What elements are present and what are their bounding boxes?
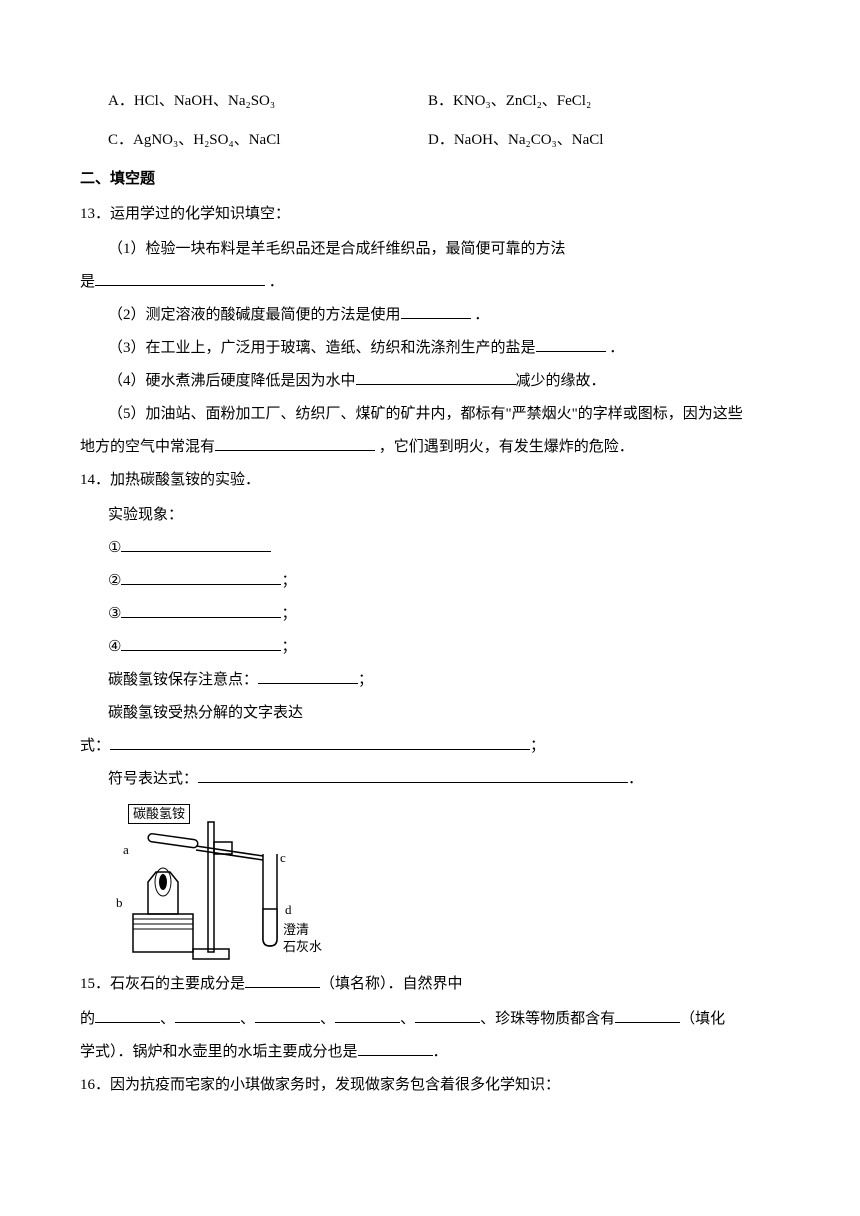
- blank[interactable]: [110, 732, 530, 750]
- blank[interactable]: [335, 1005, 400, 1023]
- q14-intro: 加热碳酸氢铵的实验．: [110, 472, 260, 488]
- blank[interactable]: [95, 268, 265, 286]
- blank[interactable]: [358, 1038, 433, 1056]
- question-15: 15．石灰石的主要成分是 （填名称）．自然界中: [80, 968, 780, 1001]
- q14-word-text: 式：: [80, 738, 110, 754]
- q14-phenom: 实验现象：: [108, 499, 780, 532]
- q14-symbol: 符号表达式： ．: [108, 763, 780, 796]
- q14-i3-num: ③: [108, 606, 121, 622]
- blank[interactable]: [401, 301, 471, 319]
- q15-num: 15．: [80, 976, 110, 992]
- q13-s3-end: ．: [606, 340, 625, 356]
- q13-s2-end: ．: [471, 307, 490, 323]
- blank[interactable]: [356, 367, 516, 385]
- q15-line3: 学式）．锅炉和水壶里的水垢主要成分也是 ．: [80, 1036, 780, 1069]
- q13-s3-pre: （3）在工业上，广泛用于玻璃、造纸、纺织和洗涤剂生产的盐是: [108, 340, 536, 356]
- q13-s4: （4）硬水煮沸后硬度降低是因为水中 减少的缘故．: [108, 365, 780, 398]
- q15-sep3: 、: [320, 1011, 335, 1027]
- option-a: A．HCl、NaOH、Na₂SO₃: [108, 85, 428, 118]
- q14-symbol-pre: 符号表达式：: [108, 771, 198, 787]
- q14-i2-num: ②: [108, 573, 121, 589]
- blank[interactable]: [95, 1005, 160, 1023]
- q13-s1-text: 是: [80, 274, 95, 290]
- blank[interactable]: [258, 666, 358, 684]
- q15-sep5: 、: [480, 1011, 495, 1027]
- q15-pre: 石灰石的主要成分是: [110, 976, 245, 992]
- q13-s4-pre: （4）硬水煮沸后硬度降低是因为水中: [108, 373, 356, 389]
- blank[interactable]: [175, 1005, 240, 1023]
- q13-s5-text: 地方的空气中常混有: [80, 439, 215, 455]
- q14-item3: ③；: [108, 598, 780, 631]
- q15-sep2: 、: [240, 1011, 255, 1027]
- diagram-label-c: c: [280, 844, 286, 873]
- diagram-r2: 石灰水: [283, 939, 322, 954]
- q14-note-pre: 碳酸氢铵保存注意点：: [108, 672, 258, 688]
- blank[interactable]: [215, 433, 375, 451]
- q14-item4: ④；: [108, 631, 780, 664]
- q15-l2-pre: 的: [80, 1011, 95, 1027]
- blank[interactable]: [121, 633, 281, 651]
- q14-word-end: ；: [530, 738, 545, 754]
- q13-s2: （2）测定溶液的酸碱度最简便的方法是使用 ．: [108, 299, 780, 332]
- q14-item1: ①: [108, 532, 780, 565]
- q16-num: 16．: [80, 1077, 110, 1093]
- q13-num: 13．: [80, 206, 110, 222]
- experiment-diagram: 碳酸氢铵 a b c d 澄清 石灰水: [108, 804, 328, 964]
- blank[interactable]: [121, 600, 281, 618]
- q13-intro: 运用学过的化学知识填空：: [110, 206, 290, 222]
- q14-word: 碳酸氢铵受热分解的文字表达: [108, 697, 780, 730]
- q15-line2: 的、、、、、珍珠等物质都含有（填化: [80, 1003, 780, 1036]
- q13-s1-end: ．: [265, 274, 284, 290]
- question-14: 14．加热碳酸氢铵的实验．: [80, 464, 780, 497]
- q13-s5-end: ，它们遇到明火，有发生爆炸的危险．: [375, 439, 634, 455]
- option-d: D．NaOH、Na₂CO₃、NaCl: [428, 124, 780, 157]
- q14-i4-num: ④: [108, 639, 121, 655]
- diagram-label-d: d: [285, 896, 292, 925]
- diagram-label-b: b: [116, 889, 123, 918]
- q15-sep4: 、: [400, 1011, 415, 1027]
- blank[interactable]: [415, 1005, 480, 1023]
- q15-mid2: 珍珠等物质都含有: [495, 1011, 615, 1027]
- q14-note: 碳酸氢铵保存注意点： ；: [108, 664, 780, 697]
- diagram-label-right: 澄清 石灰水: [283, 922, 322, 956]
- diagram-label-a: a: [123, 836, 129, 865]
- option-b: B．KNO₃、ZnCl₂、FeCl₂: [428, 85, 780, 118]
- blank[interactable]: [121, 534, 271, 552]
- q14-symbol-end: ．: [628, 771, 643, 787]
- q14-num: 14．: [80, 472, 110, 488]
- q13-s1: （1）检验一块布料是羊毛织品还是合成纤维织品，最简便可靠的方法: [108, 233, 780, 266]
- blank[interactable]: [121, 567, 281, 585]
- q14-i2-semi: ；: [281, 573, 296, 589]
- q14-i4-semi: ；: [281, 639, 296, 655]
- q15-mid1: （填名称）．自然界中: [320, 976, 463, 992]
- blank[interactable]: [198, 765, 628, 783]
- q13-s5-cont: 地方的空气中常混有 ，它们遇到明火，有发生爆炸的危险．: [80, 431, 780, 464]
- q14-item2: ②；: [108, 565, 780, 598]
- diagram-r1: 澄清: [283, 922, 309, 937]
- q13-s3: （3）在工业上，广泛用于玻璃、造纸、纺织和洗涤剂生产的盐是 ．: [108, 332, 780, 365]
- diagram-label-top: 碳酸氢铵: [128, 804, 190, 824]
- section-2-title: 二、填空题: [80, 163, 780, 196]
- q14-word-cont: 式： ；: [80, 730, 780, 763]
- blank[interactable]: [536, 334, 606, 352]
- q13-s1-cont: 是 ．: [80, 266, 780, 299]
- question-13: 13．运用学过的化学知识填空：: [80, 198, 780, 231]
- q15-l3-text: 学式）．锅炉和水壶里的水垢主要成分也是: [80, 1044, 358, 1060]
- option-c: C．AgNO₃、H₂SO₄、NaCl: [108, 124, 428, 157]
- q13-s2-pre: （2）测定溶液的酸碱度最简便的方法是使用: [108, 307, 401, 323]
- blank[interactable]: [245, 970, 320, 988]
- q14-note-end: ；: [358, 672, 373, 688]
- q14-i3-semi: ；: [281, 606, 296, 622]
- q15-end: ．: [433, 1044, 448, 1060]
- q16-text: 因为抗疫而宅家的小琪做家务时，发现做家务包含着很多化学知识：: [110, 1077, 560, 1093]
- blank[interactable]: [615, 1005, 680, 1023]
- q15-mid3: （填化: [680, 1011, 725, 1027]
- blank[interactable]: [255, 1005, 320, 1023]
- q13-s5: （5）加油站、面粉加工厂、纺织厂、煤矿的矿井内，都标有"严禁烟火"的字样或图标，…: [108, 398, 780, 431]
- q15-sep1: 、: [160, 1011, 175, 1027]
- question-16: 16．因为抗疫而宅家的小琪做家务时，发现做家务包含着很多化学知识：: [80, 1069, 780, 1102]
- q13-s4-end: 减少的缘故．: [516, 373, 606, 389]
- q14-i1-num: ①: [108, 540, 121, 556]
